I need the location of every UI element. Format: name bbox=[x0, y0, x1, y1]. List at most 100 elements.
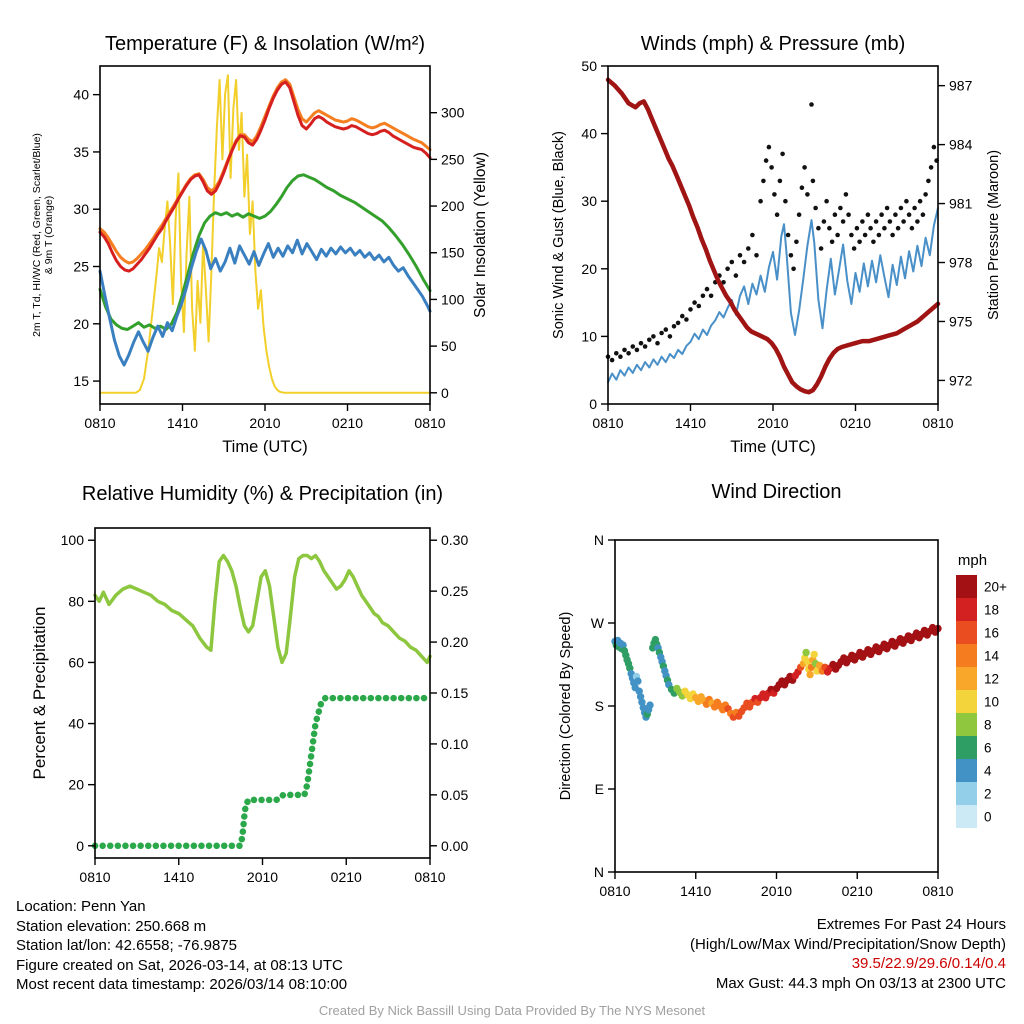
svg-text:16: 16 bbox=[984, 626, 999, 641]
extremes-subtitle: (High/Low/Max Wind/Precipitation/Snow De… bbox=[690, 935, 1006, 953]
svg-text:14: 14 bbox=[984, 649, 1000, 664]
svg-text:18: 18 bbox=[984, 603, 999, 618]
svg-text:0810: 0810 bbox=[414, 869, 445, 885]
svg-text:Sonic Wind & Gust (Blue, Black: Sonic Wind & Gust (Blue, Black) bbox=[551, 131, 567, 339]
svg-text:80: 80 bbox=[68, 593, 84, 609]
svg-text:Temperature (F) & Insolation (: Temperature (F) & Insolation (W/m²) bbox=[105, 33, 425, 55]
svg-text:1410: 1410 bbox=[163, 869, 194, 885]
svg-text:S: S bbox=[595, 698, 604, 714]
svg-text:0810: 0810 bbox=[79, 869, 110, 885]
svg-text:20: 20 bbox=[73, 316, 89, 332]
station-elevation: Station elevation: 250.668 m bbox=[16, 917, 207, 935]
winds-pressure-chart: Winds (mph) & Pressure (mb) 0 10 20 30 40 50 97… bbox=[551, 33, 1002, 456]
svg-text:N: N bbox=[594, 532, 604, 548]
svg-text:Relative Humidity (%) & Precip: Relative Humidity (%) & Precipitation (i… bbox=[82, 483, 443, 505]
station-info: Location: Penn Yan Station elevation: 25… bbox=[16, 897, 347, 995]
svg-text:mph: mph bbox=[958, 552, 987, 569]
svg-text:0210: 0210 bbox=[332, 415, 363, 431]
svg-text:0.15: 0.15 bbox=[441, 685, 468, 701]
svg-text:0.00: 0.00 bbox=[441, 838, 468, 854]
svg-text:2: 2 bbox=[984, 787, 992, 802]
svg-text:987: 987 bbox=[949, 78, 973, 94]
svg-text:20: 20 bbox=[68, 777, 84, 793]
svg-text:2010: 2010 bbox=[247, 869, 278, 885]
max-gust: Max Gust: 44.3 mph On 03/13 at 2300 UTC bbox=[715, 974, 1006, 992]
svg-text:Direction (Colored By Speed): Direction (Colored By Speed) bbox=[558, 612, 574, 801]
svg-text:0.05: 0.05 bbox=[441, 787, 468, 803]
svg-text:0: 0 bbox=[76, 838, 84, 854]
svg-text:6: 6 bbox=[984, 741, 992, 756]
svg-text:8: 8 bbox=[984, 718, 992, 733]
svg-text:0210: 0210 bbox=[331, 869, 362, 885]
svg-text:0: 0 bbox=[984, 810, 992, 825]
svg-text:300: 300 bbox=[441, 105, 465, 121]
svg-text:2010: 2010 bbox=[757, 415, 788, 431]
svg-text:20+: 20+ bbox=[984, 580, 1007, 595]
extremes-block: Extremes For Past 24 Hours (High/Low/Max… bbox=[690, 915, 1006, 993]
svg-text:2010: 2010 bbox=[761, 883, 792, 899]
svg-text:200: 200 bbox=[441, 198, 465, 214]
humidity-precipitation-chart: Relative Humidity (%) & Precipitation (i… bbox=[30, 483, 468, 885]
svg-text:0210: 0210 bbox=[840, 415, 871, 431]
svg-text:10: 10 bbox=[581, 328, 597, 344]
svg-text:15: 15 bbox=[73, 373, 89, 389]
svg-text:50: 50 bbox=[581, 58, 597, 74]
svg-text:975: 975 bbox=[949, 313, 973, 329]
svg-text:984: 984 bbox=[949, 137, 973, 153]
svg-text:981: 981 bbox=[949, 196, 973, 212]
svg-text:25: 25 bbox=[73, 259, 89, 275]
svg-text:2m T, Td, HI/WC (Red, Green, S: 2m T, Td, HI/WC (Red, Green, Scarlet/Blu… bbox=[31, 133, 43, 337]
svg-text:100: 100 bbox=[441, 291, 465, 307]
svg-text:0810: 0810 bbox=[414, 415, 445, 431]
svg-text:4: 4 bbox=[984, 764, 992, 779]
svg-text:60: 60 bbox=[68, 654, 84, 670]
credit-line: Created By Nick Bassill Using Data Provi… bbox=[318, 1003, 706, 1018]
svg-text:35: 35 bbox=[73, 144, 89, 160]
svg-text:Time (UTC): Time (UTC) bbox=[222, 438, 308, 456]
svg-text:12: 12 bbox=[984, 672, 999, 687]
svg-text:Time (UTC): Time (UTC) bbox=[730, 438, 816, 456]
svg-text:972: 972 bbox=[949, 372, 973, 388]
svg-text:Station Pressure (Maroon): Station Pressure (Maroon) bbox=[986, 150, 1002, 320]
svg-text:Solar Insolation (Yellow): Solar Insolation (Yellow) bbox=[472, 152, 489, 318]
svg-text:40: 40 bbox=[581, 126, 597, 142]
svg-text:30: 30 bbox=[581, 193, 597, 209]
svg-text:0210: 0210 bbox=[842, 883, 873, 899]
svg-text:100: 100 bbox=[61, 532, 85, 548]
svg-text:978: 978 bbox=[949, 255, 973, 271]
svg-text:40: 40 bbox=[68, 716, 84, 732]
svg-text:1410: 1410 bbox=[680, 883, 711, 899]
data-timestamp: Most recent data timestamp: 2026/03/14 0… bbox=[16, 976, 348, 993]
svg-text:0.25: 0.25 bbox=[441, 583, 468, 599]
svg-text:50: 50 bbox=[441, 338, 457, 354]
svg-text:0: 0 bbox=[441, 385, 449, 401]
svg-text:0810: 0810 bbox=[599, 883, 630, 899]
svg-text:10: 10 bbox=[984, 695, 999, 710]
svg-text:0810: 0810 bbox=[922, 883, 953, 899]
svg-text:150: 150 bbox=[441, 245, 465, 261]
svg-text:0810: 0810 bbox=[922, 415, 953, 431]
temperature-insolation-chart: Temperature (F) & Insolation (W/m²) 15 20 2… bbox=[31, 33, 489, 456]
svg-text:2010: 2010 bbox=[249, 415, 280, 431]
svg-text:30: 30 bbox=[73, 201, 89, 217]
svg-text:0: 0 bbox=[589, 396, 597, 412]
svg-text:1410: 1410 bbox=[167, 415, 198, 431]
svg-text:W: W bbox=[591, 615, 605, 631]
svg-text:& 9m T (Orange): & 9m T (Orange) bbox=[43, 196, 55, 274]
svg-text:0810: 0810 bbox=[592, 415, 623, 431]
svg-text:Percent & Precipitation: Percent & Precipitation bbox=[30, 607, 49, 780]
svg-text:Winds (mph) & Pressure (mb): Winds (mph) & Pressure (mb) bbox=[641, 33, 906, 55]
svg-text:N: N bbox=[594, 864, 604, 880]
svg-text:0.30: 0.30 bbox=[441, 532, 468, 548]
svg-text:Wind Direction: Wind Direction bbox=[711, 481, 841, 503]
svg-text:0.20: 0.20 bbox=[441, 634, 468, 650]
svg-text:0.10: 0.10 bbox=[441, 736, 468, 752]
svg-text:40: 40 bbox=[73, 87, 89, 103]
svg-text:1410: 1410 bbox=[675, 415, 706, 431]
svg-text:20: 20 bbox=[581, 261, 597, 277]
svg-text:0810: 0810 bbox=[84, 415, 115, 431]
station-location: Location: Penn Yan bbox=[16, 898, 146, 915]
extremes-title: Extremes For Past 24 Hours bbox=[816, 916, 1006, 933]
